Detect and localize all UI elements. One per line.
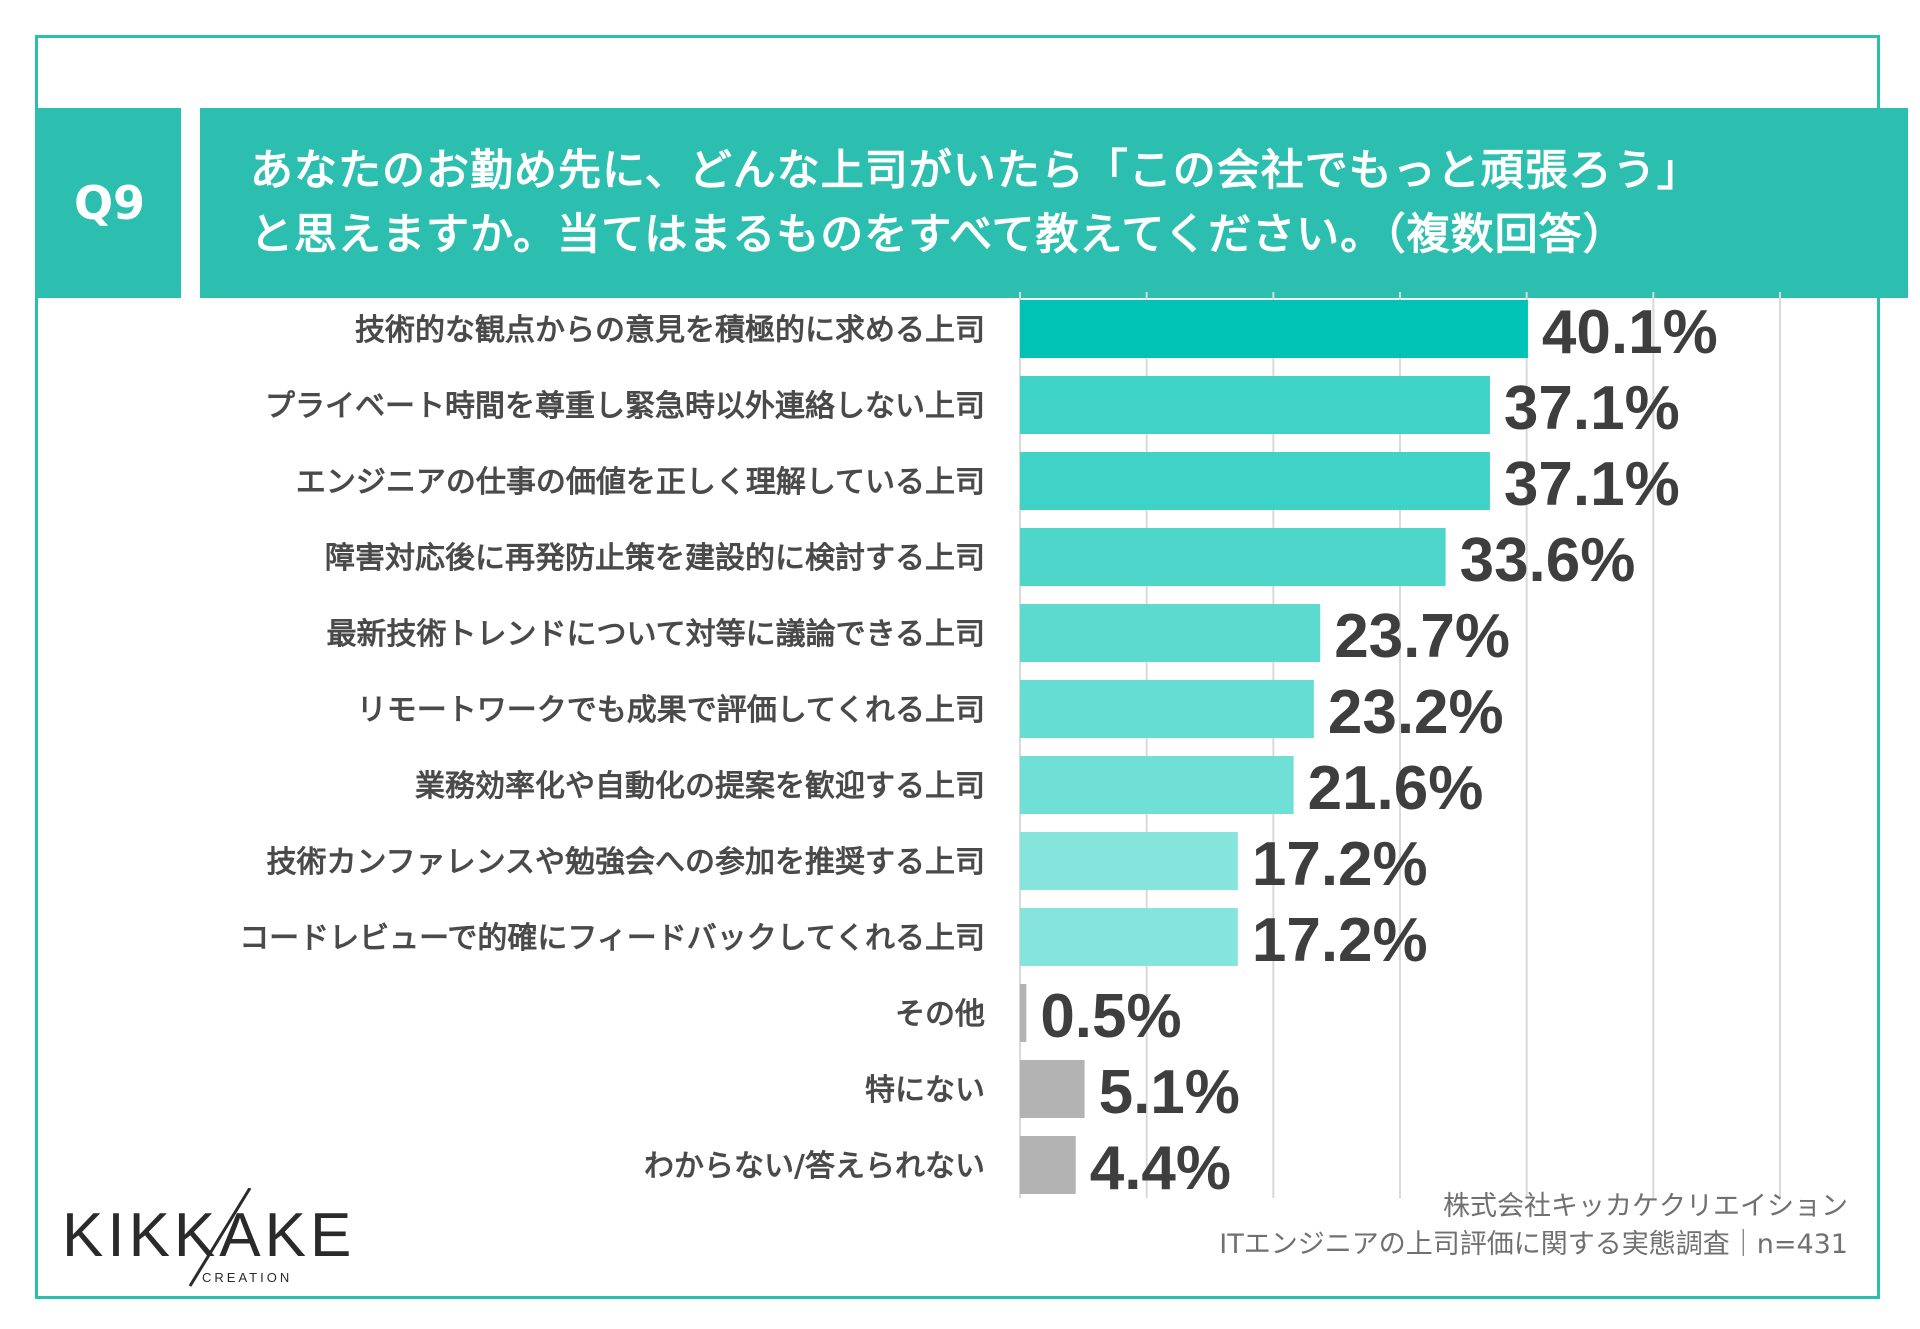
logo-wordmark: KIKKAKE [62, 1201, 355, 1270]
bar [1020, 300, 1528, 358]
category-label: わからない/答えられない [644, 1149, 985, 1184]
category-label: 特にない [865, 1073, 985, 1108]
category-label: 技術カンファレンスや勉強会への参加を推奨する上司 [267, 845, 986, 880]
logo-slash [188, 1188, 252, 1287]
category-label: プライベート時間を尊重し緊急時以外連絡しない上司 [265, 389, 985, 424]
bar [1020, 680, 1314, 738]
data-label: 37.1% [1504, 374, 1680, 443]
bar [1020, 604, 1321, 662]
category-label: 最新技術トレンドについて対等に議論できる上司 [327, 617, 986, 652]
data-label: 37.1% [1504, 450, 1680, 519]
category-label: エンジニアの仕事の価値を正しく理解している上司 [296, 465, 985, 500]
question-number-badge: Q9 [38, 108, 181, 298]
data-label: 21.6% [1308, 754, 1484, 823]
data-label: 40.1% [1542, 298, 1718, 367]
data-label: 0.5% [1040, 982, 1181, 1051]
category-label: その他 [895, 997, 985, 1032]
logo-subtext: CREATION [202, 1270, 292, 1285]
bar [1020, 832, 1238, 890]
bar [1020, 984, 1027, 1042]
bar [1020, 376, 1490, 434]
category-label: 業務効率化や自動化の提案を歓迎する上司 [415, 769, 985, 804]
bar [1020, 908, 1238, 966]
question-number: Q9 [73, 176, 146, 230]
data-label: 17.2% [1252, 830, 1428, 899]
category-label: コードレビューで的確にフィードバックしてくれる上司 [239, 921, 985, 956]
question-title: あなたのお勤め先に、どんな上司がいたら「この会社でもっと頑張ろう」 と思えますか… [200, 108, 1908, 298]
kikkake-logo: KIKKAKE CREATION [62, 1188, 355, 1287]
bar [1020, 1060, 1085, 1118]
data-label: 4.4% [1090, 1134, 1231, 1203]
question-title-line-1: あなたのお勤め先に、どんな上司がいたら「この会社でもっと頑張ろう」 [250, 146, 1701, 196]
chart-frame: Q9 あなたのお勤め先に、どんな上司がいたら「この会社でもっと頑張ろう」 と思え… [35, 35, 1908, 1299]
category-label: 障害対応後に再発防止策を建設的に検討する上司 [325, 541, 985, 576]
category-label: リモートワークでも成果で評価してくれる上司 [357, 693, 985, 728]
data-label: 17.2% [1252, 906, 1428, 975]
category-label: 技術的な観点からの意見を積極的に求める上司 [355, 313, 985, 348]
data-label: 23.2% [1328, 678, 1504, 747]
data-label: 23.7% [1334, 602, 1510, 671]
bar [1020, 756, 1294, 814]
source-survey: ITエンジニアの上司評価に関する実態調査｜n=431 [1219, 1229, 1848, 1260]
bar [1020, 1136, 1076, 1194]
question-title-line-2: と思えますか。当てはまるものをすべて教えてください。（複数回答） [250, 210, 1627, 260]
bar [1020, 528, 1446, 586]
data-label: 33.6% [1460, 526, 1636, 595]
source-company: 株式会社キッカケクリエイション [1443, 1191, 1848, 1222]
data-label: 5.1% [1099, 1058, 1240, 1127]
source-note: 株式会社キッカケクリエイション ITエンジニアの上司評価に関する実態調査｜n=4… [1219, 1188, 1848, 1264]
bar [1020, 452, 1490, 510]
